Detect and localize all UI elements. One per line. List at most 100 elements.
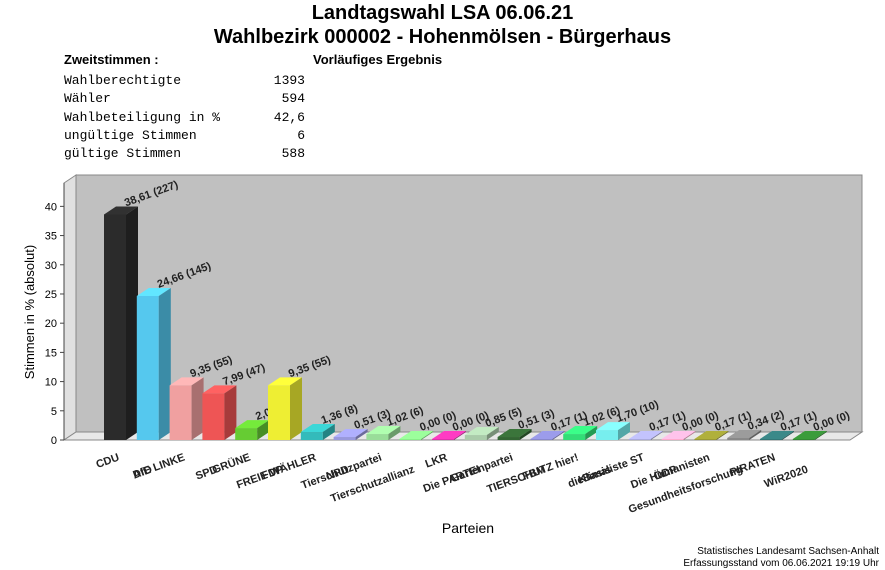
bar-top [563,426,598,435]
bar-side [158,287,171,440]
bar [530,431,565,440]
bar-front [169,385,192,440]
bar-top [202,385,237,394]
bar-top [136,287,171,296]
bar-front [530,439,553,440]
bar [563,426,598,440]
bar-front [727,438,750,440]
bar-top [300,424,335,433]
bar-top [596,422,630,431]
y-tick-label: 5 [51,406,57,418]
bar-side [552,431,565,440]
bar-top [727,430,762,439]
stat-value: 6 [297,127,305,143]
stat-value: 588 [281,146,305,162]
bar-front [464,435,487,440]
bar-top [366,426,401,435]
bar-front [300,432,323,440]
bar-side [454,431,466,440]
bar [596,422,630,440]
stat-value: 594 [281,91,305,107]
bar-front [136,295,159,440]
bar-side [421,431,434,440]
bar-top [399,431,434,439]
bar-side [191,377,204,440]
bar-top [792,431,827,439]
bar-front [760,439,782,440]
bar-side [257,420,270,440]
bar-front [628,439,651,440]
stat-value: 1393 [273,73,305,88]
bar-top [235,420,270,429]
bar [268,377,302,440]
bar-front [399,439,422,440]
y-tick-label: 0 [51,435,57,447]
bar-top [497,429,532,438]
footer-timestamp: Erfassungsstand vom 06.06.2021 19:19 Uhr [683,558,879,569]
bar [235,420,270,440]
bar [399,431,434,440]
stats-table: Wahlberechtigte 1393 Wähler 594 Wahlbeteilig… [64,72,309,163]
bar [366,426,401,440]
bar [202,385,237,440]
bar-front [268,385,290,440]
category-label: CDU [95,452,122,471]
y-tick-label: 20 [45,318,57,330]
bar-top [268,377,302,386]
y-tick-label: 25 [45,289,57,301]
bar-side [519,429,532,440]
bar-side [650,431,663,440]
footer-source: Statistisches Landesamt Sachsen-Anhalt [697,546,879,557]
stat-row: gültige Stimmen 588 [64,145,309,163]
stat-label: ungültige Stimmen [64,127,197,143]
bar-front [563,434,586,440]
bar [497,429,532,440]
bar [169,377,204,440]
bar [628,431,663,440]
bar [792,431,827,440]
bar-side [585,426,598,440]
bar-front [694,439,717,440]
bar-top [432,431,466,439]
bar-side [683,431,696,440]
bar [300,424,335,440]
bar-side [618,422,630,440]
bar-front [366,434,389,440]
bar-front [333,437,356,440]
stat-row: Wahlberechtigte 1393 [64,72,309,90]
bar-top [464,427,499,436]
y-tick-label: 35 [45,231,57,243]
bar-front [432,439,454,440]
bar [694,431,729,440]
bar-side [126,206,138,440]
bar-side [749,430,762,440]
category-label: DIE LINKE [131,452,186,482]
chart-title: Landtagswahl LSA 06.06.21 [311,2,574,24]
bar-front [596,430,618,440]
bar-top [169,377,204,386]
stat-row: Wähler 594 [64,90,309,108]
bar [136,287,171,440]
bar-front [661,439,684,440]
bar-top [530,431,565,439]
bar-front [104,214,126,440]
bar-front [497,437,520,440]
y-tick-label: 30 [45,260,57,272]
bar [760,431,794,440]
category-label: GRÜNE [210,451,252,477]
stat-value: 42,6 [273,109,305,125]
bar-top [694,431,729,439]
bar-side [486,427,499,440]
y-tick-label: 10 [45,377,57,389]
bar-side [355,429,368,440]
category-label: LKR [424,452,449,471]
stat-label: Wahlbeteiligung in % [64,109,221,125]
bar-side [290,377,302,440]
plot-side-wall [63,174,77,441]
section-label: Zweitstimmen : [64,52,159,67]
plot-back-wall [75,174,863,433]
y-axis-label: Stimmen in % (absolut) [22,245,37,379]
bar-top [104,206,138,215]
chart-subtitle: Wahlbezirk 000002 - Hohenmölsen - Bürger… [213,26,672,48]
x-axis-label: Parteien [442,520,494,536]
